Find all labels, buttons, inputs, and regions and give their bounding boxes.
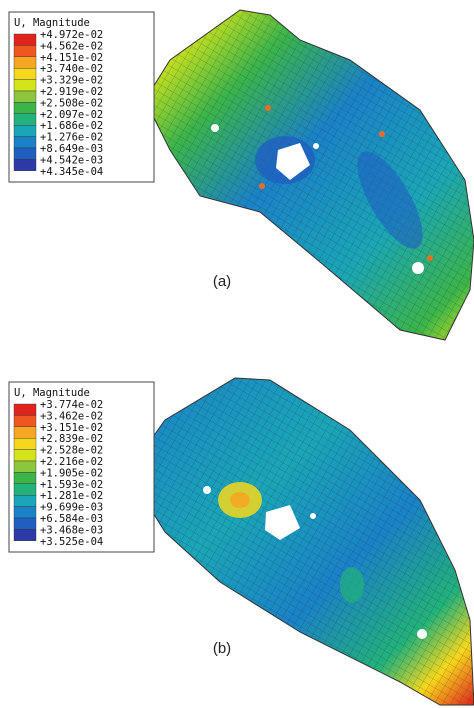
legend-swatch	[13, 460, 37, 473]
legend-swatch	[13, 159, 37, 171]
legend-swatch	[13, 79, 37, 92]
legend-label: +4.345e-04	[40, 166, 103, 178]
legend-swatch	[13, 124, 37, 137]
legend-label: +4.542e-03	[40, 154, 103, 166]
legend-label: +3.525e-04	[40, 536, 103, 548]
legend-label: +2.508e-02	[40, 97, 103, 109]
legend-label: +3.468e-03	[40, 524, 103, 536]
legend-label: +4.562e-02	[40, 40, 103, 52]
legend-swatch	[13, 438, 37, 450]
legend-swatch	[13, 495, 37, 507]
caption: (a)	[213, 273, 231, 290]
legend: U, Magnitude+4.972e-02+4.562e-02+4.151e-…	[8, 11, 155, 183]
legend-swatch	[13, 415, 37, 427]
legend-label: +2.097e-02	[40, 109, 103, 121]
legend-label: +2.216e-02	[40, 456, 103, 468]
legend-label: +1.905e-02	[40, 467, 103, 479]
legend-label: +1.281e-02	[40, 490, 103, 502]
legend-swatch	[13, 483, 37, 496]
part-a	[144, 9, 474, 341]
legend-label: +2.839e-02	[40, 433, 103, 445]
captions: (a) (b)	[213, 273, 231, 657]
legend-swatch	[13, 33, 37, 46]
legend-swatch	[13, 113, 37, 126]
legend-swatch	[13, 529, 37, 542]
legend-label: +3.740e-02	[40, 63, 103, 75]
legend-label: +1.593e-02	[40, 479, 103, 491]
legends: U, Magnitude+4.972e-02+4.562e-02+4.151e-…	[8, 11, 155, 553]
legend-swatch	[13, 45, 37, 58]
legend: U, Magnitude+3.774e-02+3.462e-02+3.151e-…	[8, 381, 155, 553]
legend-label: +3.774e-02	[40, 399, 103, 411]
legend-label: +1.686e-02	[40, 120, 103, 132]
legend-swatch	[13, 517, 37, 530]
legend-swatch	[13, 56, 37, 69]
legend-swatch	[13, 67, 37, 80]
part-b	[139, 377, 474, 706]
legend-swatch	[13, 102, 37, 115]
legend-swatch	[13, 136, 37, 149]
legend-label: +4.151e-02	[40, 52, 103, 64]
legend-label: +2.919e-02	[40, 86, 103, 98]
legend-label: +1.276e-02	[40, 132, 103, 144]
legend-swatch	[13, 403, 37, 416]
legend-label: +2.528e-02	[40, 445, 103, 457]
legend-label: +9.699e-03	[40, 502, 103, 514]
caption: (b)	[213, 640, 231, 657]
legend-swatch	[13, 472, 37, 484]
legend-label: +6.584e-03	[40, 513, 103, 525]
legend-label: +4.972e-02	[40, 29, 103, 41]
legend-swatch	[13, 90, 37, 103]
legend-swatch	[13, 506, 37, 519]
legend-title: U, Magnitude	[14, 17, 90, 29]
legend-swatch	[13, 426, 37, 439]
legend-title: U, Magnitude	[14, 387, 90, 399]
legend-label: +3.151e-02	[40, 422, 103, 434]
legend-label: +3.329e-02	[40, 75, 103, 87]
legend-swatch	[13, 449, 37, 462]
legend-label: +8.649e-03	[40, 143, 103, 155]
legend-label: +3.462e-02	[40, 410, 103, 422]
legend-swatch	[13, 147, 37, 160]
